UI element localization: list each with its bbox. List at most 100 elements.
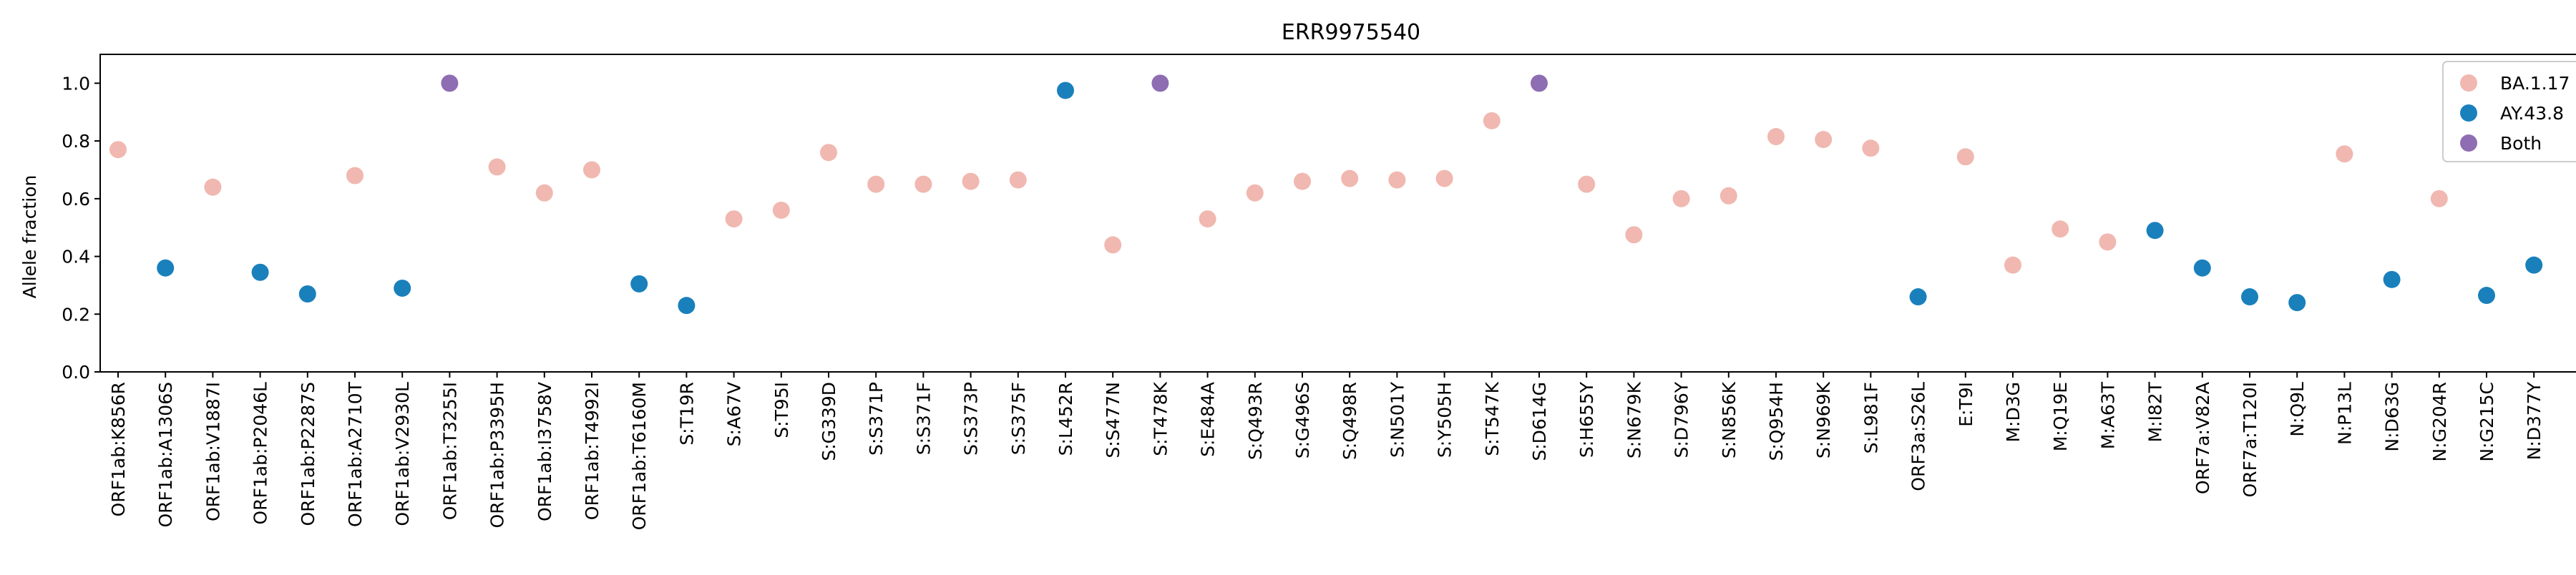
data-point: [2241, 288, 2258, 306]
x-tick-label: S:E484A: [1198, 382, 1219, 457]
x-tick-label: ORF1ab:A2710T: [345, 381, 366, 527]
data-point: [535, 184, 553, 202]
legend: BA.1.17 AY.43.8 Both: [2442, 61, 2576, 162]
x-tick-label: S:N501Y: [1387, 381, 1407, 458]
data-point: [1057, 82, 1074, 99]
data-point: [1435, 169, 1453, 187]
x-tick-label: ORF1ab:V1887I: [203, 382, 223, 521]
data-point: [678, 297, 696, 315]
x-tick-label: S:T478K: [1150, 381, 1171, 456]
data-point: [394, 279, 411, 297]
data-point: [1625, 226, 1643, 244]
data-point: [2430, 190, 2448, 207]
x-tick-label: S:L452R: [1055, 382, 1076, 456]
data-point: [867, 175, 885, 193]
legend-label: AY.43.8: [2500, 103, 2564, 124]
data-point: [820, 144, 837, 162]
x-tick-label: S:N856K: [1719, 381, 1740, 458]
x-tick-label: S:S371F: [913, 382, 934, 455]
x-tick-label: M:A63T: [2097, 381, 2118, 449]
data-point: [2288, 294, 2306, 312]
data-point: [583, 161, 600, 179]
data-point: [2478, 287, 2495, 305]
x-tick-label: S:T547K: [1482, 381, 1503, 456]
data-point: [2525, 256, 2543, 274]
y-tick-label: 0.8: [62, 131, 90, 152]
data-point: [2051, 220, 2069, 238]
y-tick-label: 0.4: [62, 247, 90, 267]
data-point: [630, 275, 648, 293]
data-point: [109, 141, 127, 159]
legend-label: Both: [2500, 133, 2542, 154]
x-tick-label: M:Q19E: [2050, 382, 2071, 451]
data-point: [157, 259, 175, 277]
x-tick-label: ORF1ab:T3255I: [439, 382, 460, 520]
data-point: [1009, 171, 1027, 189]
data-point: [1341, 169, 1359, 187]
data-point: [2099, 233, 2117, 251]
data-point: [1672, 190, 1690, 207]
x-tick-label: ORF1ab:T6160M: [629, 382, 650, 530]
x-tick-label: N:D377Y: [2524, 381, 2545, 460]
legend-marker: [2460, 74, 2477, 92]
x-tick-label: N:P13L: [2334, 382, 2355, 445]
x-tick-label: M:I82T: [2145, 381, 2166, 442]
data-point: [2004, 256, 2021, 274]
x-tick-label: S:Q493R: [1245, 382, 1266, 460]
data-point: [1531, 74, 1548, 92]
data-point: [725, 210, 743, 228]
x-tick-label: ORF7a:T120I: [2240, 382, 2260, 497]
series-ay-43-8: [157, 82, 2543, 315]
data-point: [1815, 131, 1833, 149]
x-tick-label: ORF1ab:A1306S: [155, 382, 176, 528]
x-tick-label: ORF1ab:T4992I: [582, 382, 602, 520]
data-point: [1483, 112, 1501, 129]
x-tick-label: S:T95I: [771, 382, 792, 438]
y-tick-label: 0.0: [62, 362, 90, 383]
data-point: [914, 175, 932, 193]
x-tick-label: ORF1ab:P3395H: [487, 382, 508, 528]
data-point: [1199, 210, 1216, 228]
x-tick-label: ORF1ab:P2046L: [250, 382, 271, 525]
data-point: [1294, 172, 1311, 190]
x-tick-label: S:D796Y: [1672, 381, 1692, 458]
data-point: [1578, 175, 1596, 193]
data-point: [346, 167, 364, 185]
marks-layer: 0.0 0.2 0.4 0.6 0.8 1.0 ORF1ab:K856R ORF1ab:A13…: [62, 73, 2545, 530]
x-tick-label: S:S375F: [1008, 382, 1029, 455]
legend-marker: [2460, 104, 2477, 122]
x-tick-label: N:Q9L: [2287, 382, 2308, 437]
data-point: [2336, 145, 2353, 163]
data-point: [298, 285, 316, 303]
plot-area-frame: [99, 54, 2576, 373]
data-point: [962, 172, 980, 190]
x-tick-label: S:T19R: [676, 382, 697, 446]
y-tick-label: 1.0: [62, 73, 90, 94]
x-tick-label: N:G215C: [2477, 382, 2497, 462]
data-point: [1862, 139, 1880, 157]
data-point: [772, 201, 790, 219]
data-point: [204, 178, 222, 196]
series-ba-1-17: [109, 112, 2448, 274]
data-point: [1151, 74, 1169, 92]
y-tick-label: 0.2: [62, 304, 90, 325]
x-tick-label: S:N679K: [1624, 381, 1644, 458]
data-point: [2383, 270, 2401, 288]
x-tick-label: E:T9I: [1956, 382, 1976, 427]
data-point: [2146, 222, 2164, 240]
x-tick-label: N:G204R: [2429, 382, 2450, 462]
data-point: [1246, 184, 1264, 202]
data-point: [488, 158, 506, 176]
x-tick-label: ORF1ab:K856R: [108, 382, 129, 516]
series-both: [441, 74, 1548, 92]
legend-marker: [2460, 134, 2477, 152]
x-tick-label: S:N969K: [1813, 381, 1834, 458]
data-point: [251, 263, 269, 281]
x-tick-label: ORF1ab:I3758V: [535, 382, 555, 521]
x-tick-label: S:S477N: [1103, 382, 1123, 458]
x-tick-label: M:D3G: [2003, 382, 2024, 443]
x-tick-label: N:D63G: [2382, 382, 2403, 452]
chart-title: ERR9975540: [1282, 20, 1420, 45]
